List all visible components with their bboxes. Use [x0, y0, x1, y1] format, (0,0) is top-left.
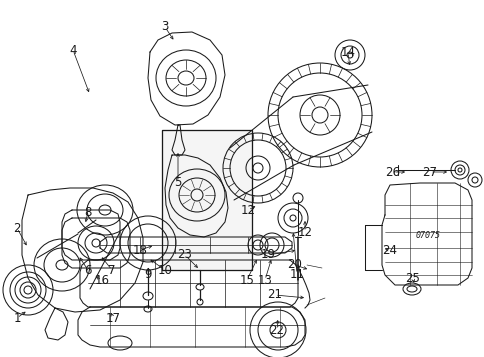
Bar	[162, 130, 252, 270]
Text: 5: 5	[174, 176, 182, 188]
Text: 14: 14	[340, 45, 355, 59]
Text: 10: 10	[157, 263, 172, 277]
Text: 6: 6	[84, 263, 91, 277]
Text: 23: 23	[177, 248, 192, 261]
Text: 15: 15	[239, 273, 254, 287]
Bar	[162, 130, 252, 270]
Text: 1: 1	[13, 312, 21, 325]
Text: 13: 13	[257, 273, 272, 287]
Text: 19: 19	[260, 248, 275, 261]
Text: 24: 24	[382, 243, 397, 256]
Text: 11: 11	[289, 267, 304, 281]
Text: 17: 17	[106, 312, 120, 325]
Text: 21: 21	[267, 288, 282, 302]
Text: 4: 4	[69, 44, 76, 56]
Text: 27: 27	[422, 166, 437, 178]
Text: 12: 12	[297, 226, 312, 238]
Text: 12: 12	[240, 203, 255, 216]
Text: 22: 22	[269, 323, 284, 337]
Text: 20: 20	[287, 258, 302, 272]
Text: 3: 3	[161, 20, 168, 34]
Text: 07075: 07075	[415, 231, 439, 240]
Text: 18: 18	[132, 243, 147, 256]
Text: 26: 26	[385, 166, 400, 178]
Text: 25: 25	[405, 272, 420, 285]
Text: 7: 7	[108, 263, 116, 277]
Text: 2: 2	[13, 221, 21, 235]
Text: 9: 9	[144, 268, 151, 282]
Text: 16: 16	[94, 273, 109, 287]
Text: 8: 8	[84, 206, 91, 218]
